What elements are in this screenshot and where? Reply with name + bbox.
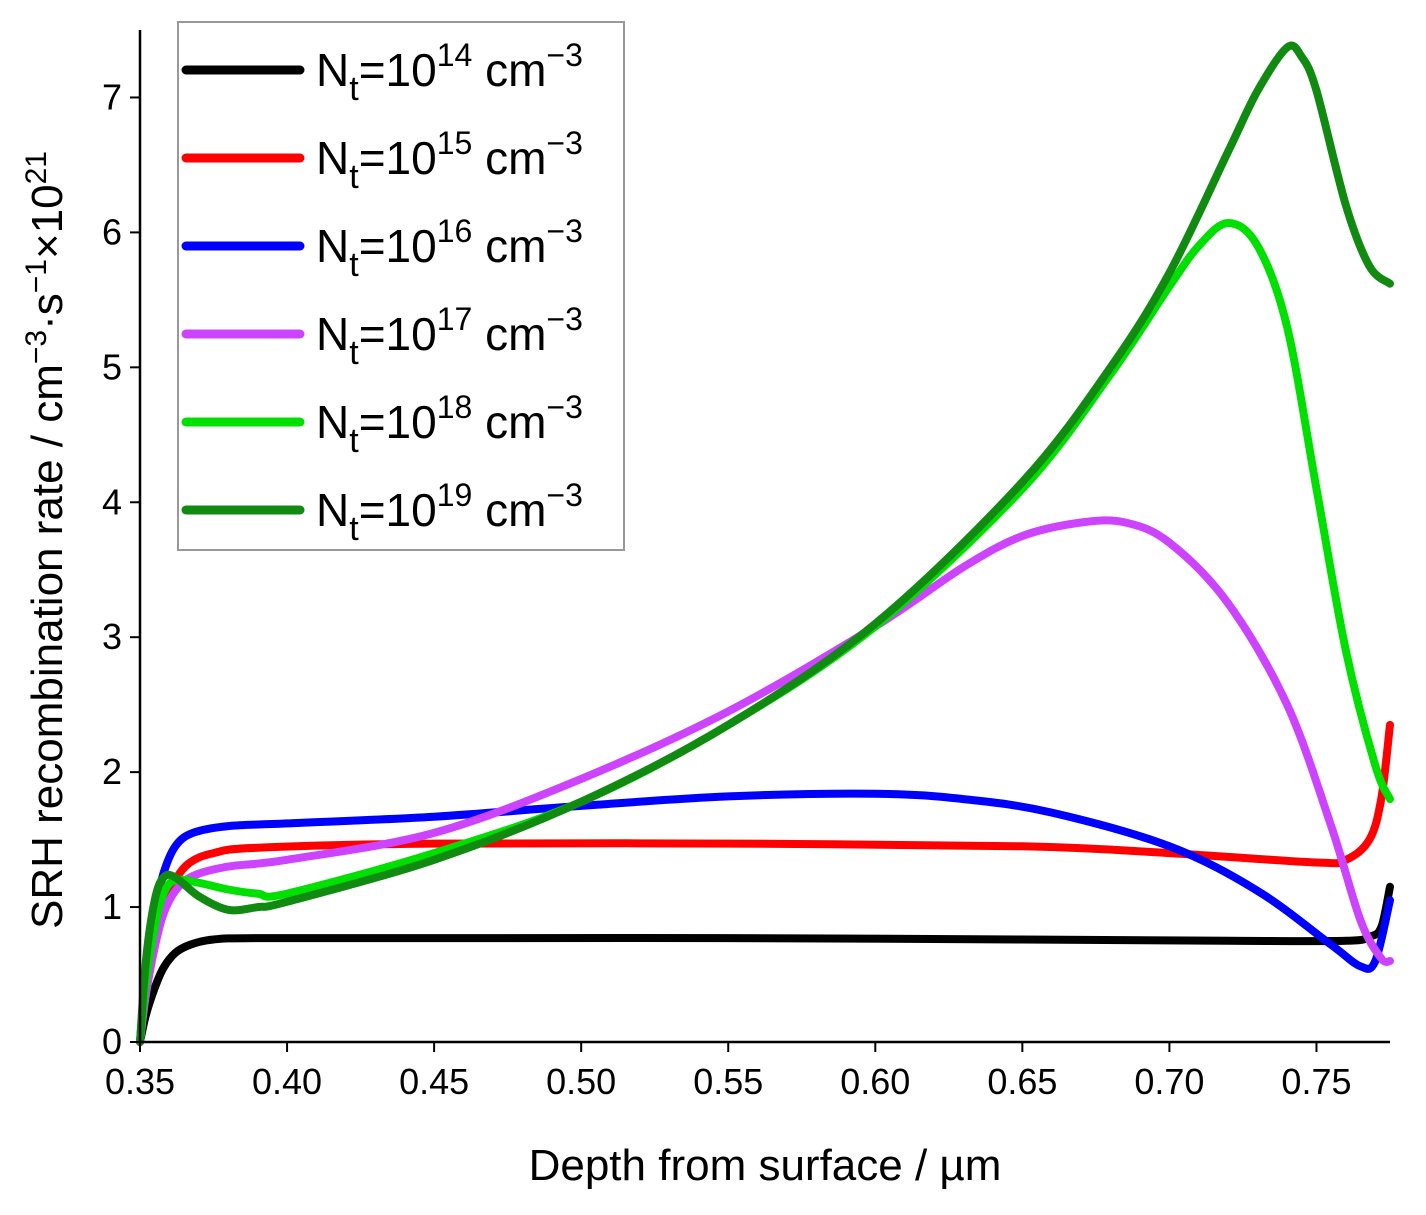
x-tick-label-0: 0.35 [105,1061,175,1102]
y-tick-label-1: 1 [102,886,122,927]
legend-label-1: Nt=1015 cm−3 [316,125,583,196]
legend-label-4-part-2: =10 [359,396,437,448]
x-axis-title: Depth from surface / µm [529,1141,1002,1190]
y-axis-title-main: SRH recombination rate / cm [23,364,72,929]
legend-label-0-part-4: cm [472,44,546,96]
y-axis-title-sup3: 21 [20,151,53,184]
legend-label-1-part-3: 15 [437,125,473,161]
legend-label-4: Nt=1018 cm−3 [316,389,583,460]
legend-label-0-part-2: =10 [359,44,437,96]
legend-label-2-part-1: t [349,246,359,284]
legend-label-3-part-0: N [316,308,349,360]
legend-label-3-part-5: −3 [546,301,582,337]
legend-label-5-part-2: =10 [359,484,437,536]
y-tick-label-2: 2 [102,751,122,792]
series-line-0 [136,882,1394,1046]
legend-label-1-part-2: =10 [359,132,437,184]
legend-label-5-part-0: N [316,484,349,536]
legend-label-5-part-3: 19 [437,477,473,513]
x-tick-label-3: 0.50 [546,1061,616,1102]
x-tick-label-8: 0.75 [1281,1061,1351,1102]
legend-label-5-part-4: cm [472,484,546,536]
series-line-5 [136,41,1394,1046]
legend-label-4-part-4: cm [472,396,546,448]
legend-label-2-part-2: =10 [359,220,437,272]
legend-label-3-part-1: t [349,334,359,372]
legend-label-4-part-3: 18 [437,389,473,425]
legend-label-1-part-5: −3 [546,125,582,161]
series-layer [136,41,1394,1046]
x-tick-label-5: 0.60 [840,1061,910,1102]
y-axis-title-sup2: −1 [20,259,53,293]
legend-label-5-part-1: t [349,510,359,548]
y-axis-title-sup1: −3 [20,330,53,364]
legend-label-2-part-5: −3 [546,213,582,249]
legend-label-2-part-0: N [316,220,349,272]
legend-label-0-part-5: −3 [546,37,582,73]
legend-label-2: Nt=1016 cm−3 [316,213,583,284]
legend-label-4-part-1: t [349,422,359,460]
legend-label-3: Nt=1017 cm−3 [316,301,583,372]
y-tick-label-3: 3 [102,616,122,657]
y-tick-label-5: 5 [102,346,122,387]
legend-label-4-part-0: N [316,396,349,448]
legend-box [177,21,625,551]
legend-label-5-part-5: −3 [546,477,582,513]
legend-label-3-part-4: cm [472,308,546,360]
legend-label-1-part-0: N [316,132,349,184]
y-axis-title-times: ×10 [23,184,72,259]
legend-label-2-part-4: cm [472,220,546,272]
legend-label-0-part-0: N [316,44,349,96]
x-tick-label-7: 0.70 [1134,1061,1204,1102]
series-line-2 [136,789,1394,1046]
x-tick-label-2: 0.45 [399,1061,469,1102]
x-tick-label-4: 0.55 [693,1061,763,1102]
x-tick-label-6: 0.65 [987,1061,1057,1102]
legend-label-5: Nt=1019 cm−3 [316,477,583,548]
y-axis-title-mid: ·s [23,293,72,330]
legend-label-0: Nt=1014 cm−3 [316,37,583,108]
legend-label-0-part-1: t [349,70,359,108]
legend-label-1-part-4: cm [472,132,546,184]
y-axis-title: SRH recombination rate / cm−3·s−1×1021 [20,151,72,929]
legend: Nt=1014 cm−3Nt=1015 cm−3Nt=1016 cm−3Nt=1… [177,21,625,551]
y-tick-label-4: 4 [102,481,122,522]
legend-label-2-part-3: 16 [437,213,473,249]
y-tick-label-6: 6 [102,211,122,252]
series-line-3 [136,516,1394,1046]
legend-label-3-part-3: 17 [437,301,473,337]
x-tick-label-1: 0.40 [252,1061,322,1102]
tick-layer: 0.35 0.40 0.45 0.50 0.55 0.60 0.65 0.70 0.75 0 1 2 3… [102,76,1352,1102]
y-tick-label-7: 7 [102,76,122,117]
legend-label-0-part-3: 14 [437,37,473,73]
y-tick-label-0: 0 [102,1021,122,1062]
legend-label-4-part-5: −3 [546,389,582,425]
legend-label-3-part-2: =10 [359,308,437,360]
legend-label-1-part-1: t [349,158,359,196]
